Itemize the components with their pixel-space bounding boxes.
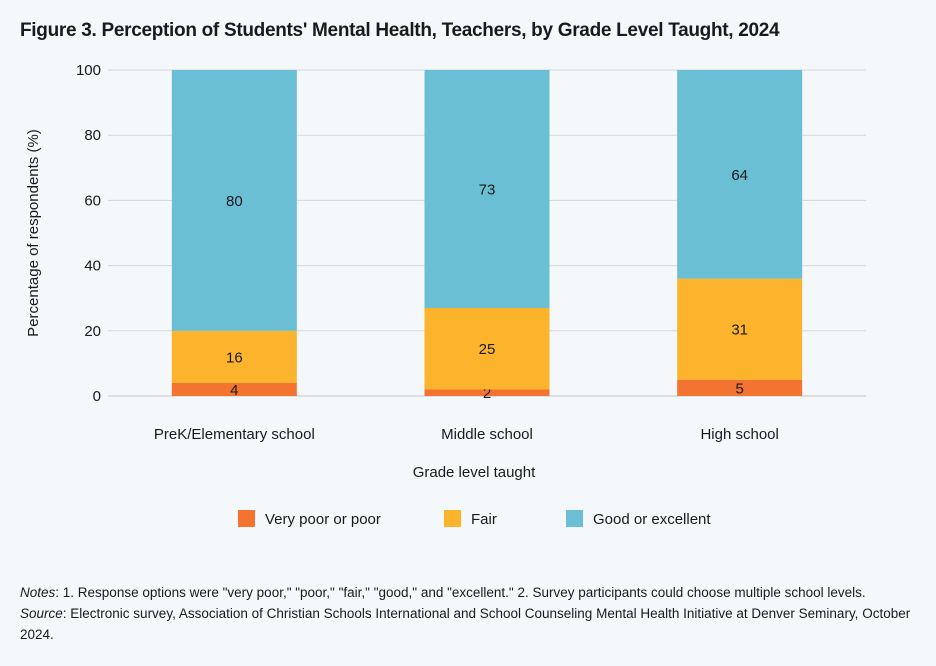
legend-swatch-3 (566, 510, 583, 527)
bar-segment-2-1 (424, 389, 550, 396)
y-axis-ticks: 0 20 40 60 80 100 (76, 62, 101, 405)
x-category-label-1: PreK/Elementary school (154, 426, 315, 443)
x-category-label-3: High school (700, 426, 778, 443)
legend-swatch-1 (238, 510, 255, 527)
data-label-1-1: 4 (230, 382, 238, 399)
y-tick-label-20: 20 (84, 323, 101, 340)
y-tick-label-80: 80 (84, 127, 101, 144)
bar-segment-2-3 (424, 70, 550, 308)
legend-swatch-2 (444, 510, 461, 527)
legend-label-2: Fair (471, 511, 497, 528)
legend: Very poor or poor Fair Good or excellent (238, 510, 711, 528)
legend-label-1: Very poor or poor (265, 511, 381, 528)
data-label-3-3: 64 (731, 167, 748, 184)
x-category-label-2: Middle school (441, 426, 533, 443)
y-tick-label-60: 60 (84, 192, 101, 209)
bar-segment-2-2 (424, 307, 550, 390)
notes-line: Notes: 1. Response options were "very po… (20, 582, 920, 603)
data-label-2-3: 73 (479, 181, 496, 198)
bar-segment-1-2 (171, 330, 297, 383)
bar-segment-3-1 (677, 379, 803, 396)
x-axis-title: Grade level taught (413, 464, 536, 481)
legend-label-3: Good or excellent (593, 511, 711, 528)
data-label-2-1: 2 (483, 385, 491, 402)
bar-segment-1-3 (171, 70, 297, 331)
source-label: Source (20, 606, 63, 621)
bar-segment-1-1 (171, 382, 297, 396)
chart-notes: Notes: 1. Response options were "very po… (20, 582, 920, 645)
chart-title: Figure 3. Perception of Students' Mental… (20, 20, 780, 41)
data-label-3-1: 5 (735, 380, 743, 397)
bar-segment-3-2 (677, 278, 803, 380)
bars: 4 16 80 2 25 73 5 31 64 (171, 70, 803, 402)
data-label-3-2: 31 (731, 322, 748, 339)
y-tick-label-40: 40 (84, 258, 101, 275)
data-label-1-2: 16 (226, 349, 243, 366)
y-tick-label-100: 100 (76, 62, 101, 79)
y-tick-label-0: 0 (93, 388, 101, 405)
data-label-2-2: 25 (479, 341, 496, 358)
chart: 4 16 80 2 25 73 5 31 64 0 20 40 60 80 100 PreK/Elemen… (25, 62, 866, 528)
data-label-1-3: 80 (226, 193, 243, 210)
source-line: Source: Electronic survey, Association o… (20, 603, 920, 645)
bar-segment-3-3 (677, 70, 803, 279)
notes-label: Notes (20, 585, 56, 600)
notes-text: : 1. Response options were "very poor," … (55, 585, 866, 600)
x-axis-categories: PreK/Elementary school Middle school High … (154, 426, 779, 443)
y-axis-title: Percentage of respondents (%) (25, 129, 42, 337)
source-text: : Electronic survey, Association of Chri… (20, 606, 911, 642)
